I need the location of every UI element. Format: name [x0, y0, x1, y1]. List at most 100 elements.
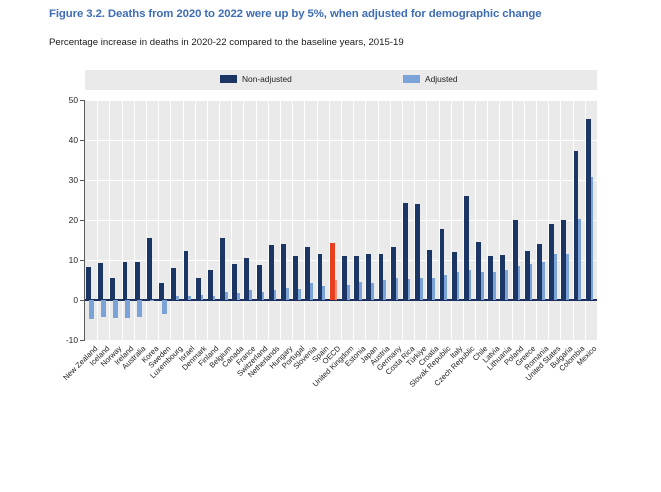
- bar-adjusted: [454, 272, 460, 300]
- bar-non-adjusted: [500, 254, 506, 300]
- bar-adjusted: [369, 282, 374, 300]
- bar-adjusted: [173, 295, 179, 300]
- bar-non-adjusted: [244, 258, 250, 300]
- y-axis-label: 20: [68, 215, 78, 225]
- bar-non-adjusted: [85, 267, 91, 300]
- bar-non-adjusted: [159, 282, 164, 300]
- bar-adjusted: [210, 296, 216, 300]
- bar-adjusted: [308, 283, 313, 300]
- bar-non-adjusted: [207, 269, 213, 300]
- bar-non-adjusted: [427, 249, 433, 300]
- legend-item-adjusted[interactable]: Adjusted: [403, 74, 458, 84]
- bar-non-adjusted: [451, 251, 457, 300]
- legend-swatch-non-adjusted: [220, 75, 237, 83]
- bar-non-adjusted: [537, 243, 542, 300]
- bar-non-adjusted: [281, 244, 286, 300]
- bar-adjusted: [332, 280, 338, 300]
- bar-adjusted: [478, 271, 484, 300]
- gridline: [85, 220, 597, 221]
- bar-non-adjusted: [183, 250, 189, 300]
- bar-non-adjusted: [415, 203, 420, 300]
- bar-adjusted: [405, 278, 411, 300]
- gridline: [85, 260, 597, 261]
- bar-adjusted: [515, 266, 521, 300]
- bar-adjusted: [503, 269, 508, 300]
- y-axis-tick: [80, 180, 85, 181]
- bar-non-adjusted: [476, 241, 481, 300]
- bar-non-adjusted: [220, 237, 225, 300]
- bar-non-adjusted: [293, 256, 299, 300]
- bar-adjusted: [259, 292, 265, 300]
- y-axis-tick: [80, 260, 85, 261]
- bar-adjusted: [527, 263, 533, 300]
- bar-non-adjusted: [439, 228, 445, 300]
- bar-adjusted: [442, 275, 448, 300]
- bar-non-adjusted: [317, 254, 323, 300]
- bar-non-adjusted: [171, 268, 177, 300]
- bar-non-adjusted: [549, 223, 555, 300]
- bar-adjusted: [247, 290, 252, 300]
- bar-adjusted: [125, 300, 131, 318]
- bar-non-adjusted: [573, 151, 579, 300]
- x-axis-labels: New Zealand Iceland Norway Ireland Australia…: [61, 344, 599, 400]
- bar-non-adjusted: [366, 254, 372, 300]
- bar-non-adjusted: [98, 262, 104, 300]
- bar-non-adjusted: [512, 219, 518, 300]
- bar-non-adjusted: [585, 119, 591, 300]
- bar-adjusted: [564, 253, 569, 300]
- bar-adjusted: [466, 270, 472, 300]
- y-axis-tick: [80, 300, 85, 301]
- bar-adjusted: [137, 300, 143, 318]
- bar-adjusted: [271, 289, 277, 300]
- bar-adjusted: [576, 218, 582, 300]
- bar-non-adjusted: [524, 250, 530, 300]
- zero-baseline: [85, 299, 597, 301]
- bar-non-adjusted: [402, 203, 408, 300]
- bar-adjusted: [490, 272, 496, 300]
- bar-adjusted: [222, 292, 228, 300]
- legend-label-adjusted: Adjusted: [425, 74, 458, 84]
- bar-non-adjusted: [146, 237, 152, 300]
- bar-adjusted: [149, 300, 155, 302]
- figure-subtitle: Percentage increase in deaths in 2020-22…: [49, 37, 404, 48]
- bar-non-adjusted: [122, 262, 128, 300]
- bar-non-adjusted: [305, 246, 311, 300]
- bar-non-adjusted: [329, 243, 335, 300]
- bar-adjusted: [588, 176, 594, 300]
- y-axis-label: 10: [68, 255, 78, 265]
- bar-non-adjusted: [195, 278, 201, 300]
- plot-area: [80, 100, 597, 341]
- bar-adjusted: [344, 284, 350, 300]
- gridline: [85, 100, 597, 101]
- y-axis-label: 30: [68, 175, 78, 185]
- bar-non-adjusted: [268, 244, 274, 300]
- y-axis-tick: [80, 140, 85, 141]
- bar-adjusted: [295, 288, 301, 300]
- y-axis-tick: [80, 100, 85, 101]
- legend-swatch-adjusted: [403, 75, 420, 83]
- bar-adjusted: [234, 293, 240, 300]
- bar-adjusted: [198, 295, 204, 300]
- gridline: [85, 140, 597, 141]
- bar-non-adjusted: [256, 264, 262, 300]
- bar-adjusted: [100, 300, 106, 318]
- bar-adjusted: [551, 254, 557, 300]
- bar-adjusted: [283, 287, 289, 300]
- legend-label-non-adjusted: Non-adjusted: [242, 74, 292, 84]
- gridline: [85, 180, 597, 181]
- legend-item-non-adjusted[interactable]: Non-adjusted: [220, 74, 292, 84]
- bar-non-adjusted: [341, 255, 347, 300]
- figure-title: Figure 3.2. Deaths from 2020 to 2022 wer…: [49, 8, 542, 20]
- bar-adjusted: [320, 286, 326, 300]
- bar-adjusted: [113, 300, 118, 318]
- y-axis-label: -10: [65, 335, 78, 345]
- bar-non-adjusted: [488, 256, 494, 300]
- bar-adjusted: [429, 277, 435, 300]
- bar-non-adjusted: [561, 219, 567, 300]
- bar-non-adjusted: [378, 253, 384, 300]
- bar-adjusted: [393, 278, 399, 300]
- bar-non-adjusted: [134, 262, 140, 300]
- figure-container: Figure 3.2. Deaths from 2020 to 2022 wer…: [49, 8, 599, 400]
- y-axis-label: 0: [73, 295, 78, 305]
- y-axis-label: 40: [68, 135, 78, 145]
